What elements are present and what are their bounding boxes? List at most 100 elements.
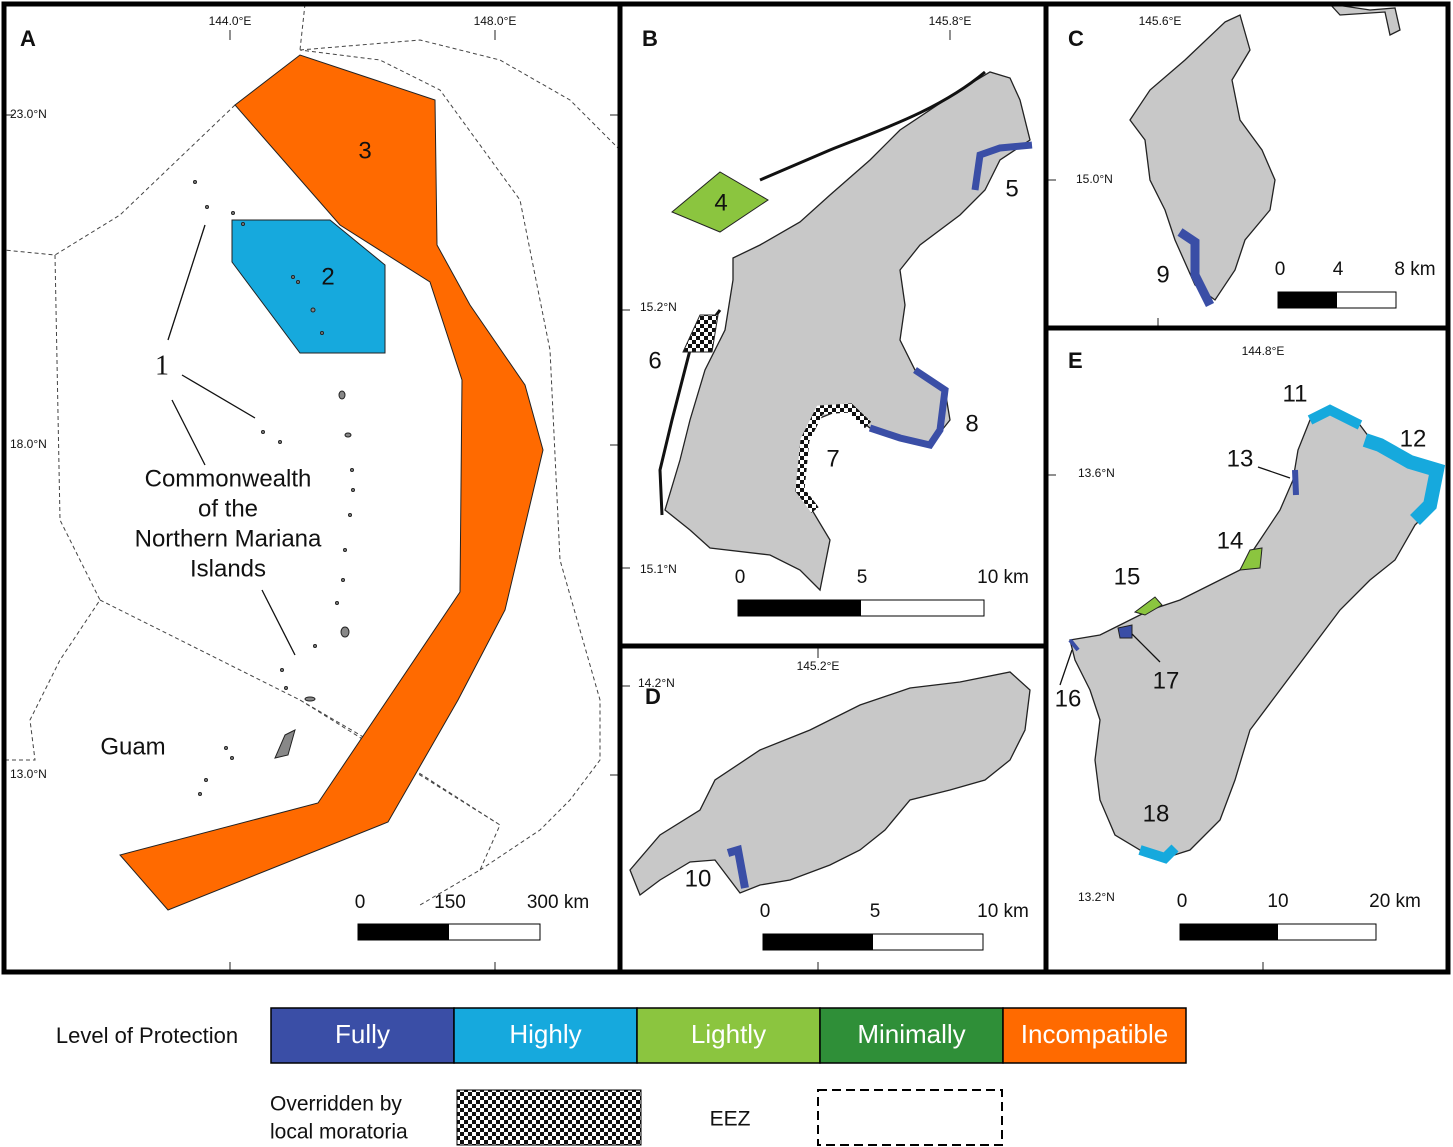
site-label: 18 bbox=[1143, 800, 1170, 827]
legend-label: EEZ bbox=[710, 1108, 751, 1131]
latitude-label: 15.0°N bbox=[1076, 172, 1113, 186]
legend-label: Incompatible bbox=[1021, 1019, 1168, 1049]
site-7-area bbox=[795, 403, 872, 513]
site-label: 12 bbox=[1400, 425, 1427, 452]
eez-swatch bbox=[817, 1089, 1003, 1146]
panel-label: D bbox=[645, 684, 661, 709]
site-label: 15 bbox=[1114, 563, 1141, 590]
scale-bar bbox=[1180, 924, 1278, 940]
scale-bar bbox=[358, 924, 449, 940]
site-label: 4 bbox=[714, 189, 727, 216]
legend-label: local moratoria bbox=[270, 1121, 408, 1144]
scale-label: 0 bbox=[1275, 259, 1286, 280]
site-label: 10 bbox=[685, 865, 712, 892]
site-18-area bbox=[1138, 844, 1179, 864]
latitude-label: 13.2°N bbox=[1078, 890, 1115, 904]
panel-d: D 145.2°E 14.2°N 10 0 5 10 km bbox=[620, 648, 1031, 972]
site-13-area bbox=[1292, 469, 1299, 496]
site-label: 11 bbox=[1283, 380, 1308, 407]
panel-c: C 145.6°E 15.0°N 9 0 4 8 km bbox=[1046, 3, 1436, 328]
longitude-label: 145.2°E bbox=[797, 659, 840, 673]
latitude-label: 15.1°N bbox=[640, 562, 677, 576]
scale-label: 0 bbox=[760, 901, 771, 922]
region-label: of the bbox=[198, 495, 258, 522]
scale-label: 4 bbox=[1333, 259, 1344, 280]
site-2-area bbox=[231, 219, 386, 354]
eez-boundary bbox=[3, 3, 601, 906]
site-label: 6 bbox=[648, 347, 661, 374]
panel-frames bbox=[1, 1, 1451, 975]
leader-lines bbox=[167, 224, 296, 656]
leader-lines bbox=[1059, 466, 1291, 686]
legend-swatch bbox=[636, 1007, 821, 1064]
legend-swatch bbox=[1002, 1007, 1187, 1064]
panel-label: C bbox=[1068, 26, 1084, 51]
longitude-label: 144.0°E bbox=[209, 14, 252, 28]
panel-a: A 144.0°E 148.0°E 23.0°N 18.0°N 13.0°N 1… bbox=[3, 3, 621, 972]
site-14-area bbox=[1239, 547, 1263, 571]
site-11-area bbox=[1307, 404, 1363, 430]
eez-boundary bbox=[299, 39, 621, 151]
scale-label: 5 bbox=[870, 901, 881, 922]
site-10-area bbox=[726, 844, 749, 889]
island bbox=[1129, 14, 1276, 301]
longitude-label: 144.8°E bbox=[1242, 344, 1285, 358]
legend-title: Level of Protection bbox=[56, 1023, 238, 1048]
site-label: 8 bbox=[965, 410, 978, 437]
scale-bar bbox=[763, 934, 873, 950]
moratoria-swatch bbox=[456, 1089, 642, 1146]
site-label: 7 bbox=[826, 445, 839, 472]
island bbox=[1328, 3, 1401, 36]
scale-label: 0 bbox=[355, 892, 366, 913]
site-label: 1 bbox=[155, 350, 169, 381]
scale-label: 300 km bbox=[527, 892, 589, 913]
site-label: 14 bbox=[1217, 527, 1244, 554]
scale-label: 10 km bbox=[977, 567, 1029, 588]
site-8-area bbox=[868, 367, 949, 449]
legend-label: Fully bbox=[335, 1019, 390, 1049]
panel-b: B 145.8°E 15.2°N 15.1°N 4 5 6 7 8 0 5 10… bbox=[620, 14, 1033, 617]
scale-label: 5 bbox=[857, 567, 868, 588]
tinian bbox=[629, 671, 1031, 897]
site-3-area bbox=[119, 54, 544, 911]
legend-swatch bbox=[453, 1007, 638, 1064]
site-label: 17 bbox=[1153, 667, 1180, 694]
legend-label: Lightly bbox=[691, 1019, 766, 1049]
longitude-label: 148.0°E bbox=[474, 14, 517, 28]
legend: Level of Protection Overridden by local … bbox=[56, 1007, 1187, 1146]
place-label: Guam bbox=[100, 733, 165, 760]
latitude-label: 13.0°N bbox=[10, 767, 47, 781]
panel-label: B bbox=[642, 26, 658, 51]
legend-label: Overridden by bbox=[270, 1093, 402, 1116]
panel-e: E 144.8°E 13.6°N 13.2°N 11 12 13 14 15 1… bbox=[1046, 344, 1446, 972]
saipan bbox=[664, 71, 1031, 592]
site-17-area bbox=[1117, 624, 1133, 639]
site-15-area bbox=[1133, 596, 1163, 616]
site-6-area bbox=[682, 314, 719, 353]
latitude-label: 18.0°N bbox=[10, 437, 47, 451]
site-12-area bbox=[1362, 433, 1446, 525]
islands bbox=[193, 180, 355, 796]
legend-label: Minimally bbox=[857, 1019, 965, 1049]
site-label: 16 bbox=[1055, 685, 1082, 712]
scale-label: 10 bbox=[1267, 891, 1288, 912]
scale-label: 10 km bbox=[977, 901, 1029, 922]
region-label: Commonwealth bbox=[145, 465, 312, 492]
region-label: Islands bbox=[190, 555, 266, 582]
longitude-label: 145.8°E bbox=[929, 14, 972, 28]
scale-bar bbox=[1278, 292, 1337, 308]
site-label: 2 bbox=[321, 263, 334, 290]
site-4-area bbox=[671, 171, 769, 233]
latitude-label: 15.2°N bbox=[640, 300, 677, 314]
legend-swatch bbox=[819, 1007, 1004, 1064]
site-label: 13 bbox=[1227, 445, 1254, 472]
scale-label: 0 bbox=[735, 567, 746, 588]
panel-label: E bbox=[1068, 348, 1083, 373]
latitude-label: 23.0°N bbox=[10, 107, 47, 121]
latitude-label: 14.2°N bbox=[638, 676, 675, 690]
scale-label: 0 bbox=[1177, 891, 1188, 912]
legend-label: Highly bbox=[509, 1019, 581, 1049]
scale-label: 150 bbox=[434, 892, 466, 913]
site-label: 5 bbox=[1005, 175, 1018, 202]
